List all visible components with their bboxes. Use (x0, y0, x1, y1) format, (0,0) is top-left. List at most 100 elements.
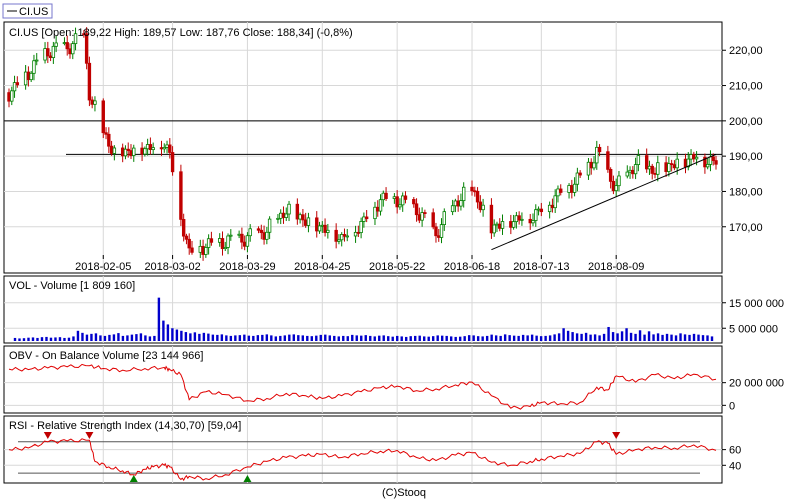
candle-body (123, 148, 128, 157)
candle-body (179, 171, 183, 220)
candle-body (439, 224, 444, 238)
rsi-panel-title: RSI - Relative Strength Index (14,30,70)… (9, 420, 241, 432)
candle-body (669, 163, 674, 166)
volume-bar (665, 333, 669, 341)
volume-bar (589, 334, 592, 341)
candle-body (376, 206, 380, 212)
candle-body (107, 133, 111, 147)
volume-bar (432, 336, 435, 341)
candle-body (71, 43, 75, 55)
candle-body (132, 147, 136, 156)
candle-body (625, 171, 629, 177)
candle-body (301, 214, 305, 221)
volume-bar (656, 333, 660, 341)
candle-body (578, 172, 582, 176)
volume-bar (112, 334, 116, 341)
candle-body (617, 175, 621, 187)
volume-bar (315, 335, 318, 341)
volume-bar (162, 320, 165, 341)
candle-body (442, 211, 446, 226)
candle-body (536, 208, 541, 211)
volume-bar (706, 335, 709, 341)
candle-body (43, 48, 47, 61)
candle-body (520, 218, 524, 221)
volume-bar (207, 333, 210, 341)
candle-body (342, 234, 347, 237)
candle-body (434, 226, 438, 237)
candle-body (711, 156, 715, 161)
candle-body (656, 162, 660, 175)
price-y-tick-label: 180,00 (729, 186, 763, 198)
volume-bar (216, 334, 219, 341)
candle-body (204, 247, 208, 255)
volume-bar (463, 336, 466, 341)
volume-bar (243, 334, 246, 341)
x-tick-label: 2018-03-02 (144, 261, 200, 273)
volume-bar (449, 336, 453, 341)
volume-bar (490, 334, 493, 341)
volume-bar (485, 335, 489, 341)
candle-body (198, 245, 203, 253)
candle-body (597, 146, 602, 153)
volume-bar (301, 335, 304, 341)
candle-body (664, 162, 668, 172)
candle-body (26, 71, 31, 81)
trendline (491, 153, 717, 251)
candle-body (165, 144, 169, 148)
volume-bar (36, 337, 39, 341)
candle-body (705, 163, 710, 168)
volume-bar (503, 334, 507, 341)
price-y-tick-label: 170,00 (729, 222, 763, 234)
candle-body (473, 190, 477, 193)
volume-bar (458, 336, 462, 341)
volume-bar (445, 335, 448, 341)
volume-bar (31, 337, 35, 341)
candle-body (459, 200, 463, 207)
volume-bar (144, 335, 147, 341)
volume-y-tick-label: 5 000 000 (729, 323, 778, 335)
volume-bar (189, 333, 192, 341)
candle-body (509, 221, 513, 228)
candle-body (647, 165, 652, 170)
candle-body (570, 185, 574, 193)
candle-body (306, 217, 311, 226)
candle-body (401, 195, 405, 206)
volume-bar (54, 337, 57, 341)
volume-bar (265, 334, 269, 341)
volume-bar (252, 335, 255, 341)
volume-panel (3, 275, 723, 344)
candle-body (120, 147, 125, 157)
volume-bar (63, 337, 66, 341)
candle-body (714, 160, 718, 165)
candle-body (589, 161, 593, 169)
price-panel-title: CI.US [Open: 189,22 High: 189,57 Low: 18… (9, 27, 353, 39)
rsi-buy-marker (129, 475, 138, 482)
candle-body (595, 146, 599, 164)
volume-bar (634, 333, 637, 341)
candle-body (384, 192, 388, 199)
volume-bar (90, 333, 93, 341)
candle-body (148, 144, 153, 151)
candle-body (498, 223, 502, 229)
volume-bar (679, 333, 682, 341)
volume-bar (602, 333, 606, 341)
candle-body (412, 199, 416, 205)
volume-bar (499, 335, 502, 341)
volume-bar (382, 335, 385, 341)
candle-body (112, 147, 117, 154)
candle-body (686, 158, 690, 168)
volume-bar (701, 335, 705, 341)
volume-bar (670, 334, 673, 341)
volume-bar (270, 335, 273, 341)
volume-bar (328, 335, 331, 341)
volume-bar (548, 335, 552, 341)
candle-body (184, 235, 189, 240)
candle-body (606, 151, 610, 170)
x-tick-label: 2018-06-18 (444, 261, 500, 273)
candle-body (23, 71, 28, 86)
candle-body (456, 200, 460, 207)
candle-body (453, 200, 458, 207)
candle-body (470, 186, 474, 192)
volume-bar (472, 335, 475, 341)
volume-bar (139, 333, 143, 341)
